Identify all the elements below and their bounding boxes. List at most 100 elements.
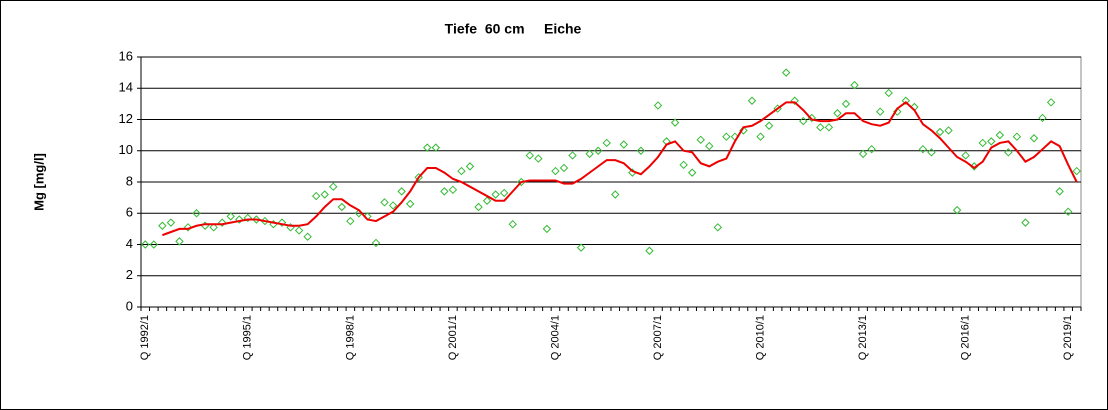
data-point	[474, 202, 483, 212]
data-point	[183, 223, 193, 232]
data-point	[431, 143, 441, 152]
data-point	[576, 243, 586, 252]
data-point	[303, 232, 312, 241]
data-point	[790, 96, 799, 105]
data-point	[841, 99, 851, 109]
y-tick-label: 8	[126, 173, 133, 188]
data-point	[482, 196, 492, 205]
data-point	[593, 146, 603, 155]
data-point	[952, 205, 962, 215]
data-point	[320, 190, 329, 199]
data-point	[1012, 132, 1022, 141]
y-tick-label: 4	[126, 236, 133, 251]
data-point	[525, 151, 535, 160]
data-point	[551, 166, 560, 176]
y-tick-label: 14	[119, 80, 133, 95]
data-point	[1029, 134, 1039, 143]
data-point	[175, 237, 184, 246]
data-point	[491, 190, 500, 199]
data-point	[636, 146, 646, 155]
x-tick-label: Q 2019/1	[1062, 315, 1074, 360]
data-point	[457, 166, 466, 176]
data-point	[867, 144, 876, 154]
data-point	[901, 96, 911, 105]
x-tick-label: Q 2010/1	[754, 315, 766, 360]
data-point	[884, 88, 893, 98]
data-point	[226, 212, 235, 221]
data-point	[833, 109, 842, 118]
data-point	[337, 202, 347, 212]
x-tick-label: Q 2004/1	[549, 315, 561, 360]
data-point	[875, 107, 885, 116]
data-point	[764, 121, 774, 130]
data-point	[380, 198, 389, 207]
trend-line	[162, 101, 1078, 237]
data-point	[987, 137, 996, 146]
data-point	[158, 221, 167, 230]
data-point	[1046, 98, 1056, 107]
data-point	[166, 218, 176, 227]
data-point	[858, 149, 868, 159]
data-point	[816, 123, 825, 132]
data-point	[235, 215, 244, 224]
x-tick-label: Q 1992/1	[139, 315, 151, 360]
data-point	[252, 215, 261, 224]
data-point	[397, 187, 406, 196]
data-point	[799, 116, 808, 126]
data-point	[918, 144, 928, 154]
data-point	[670, 118, 680, 127]
y-axis-label: Mg [mg/l]	[31, 153, 46, 211]
data-point	[1055, 187, 1064, 196]
x-tick-label: Q 1998/1	[344, 315, 356, 360]
data-point	[961, 151, 970, 160]
data-point	[294, 226, 304, 235]
data-point	[329, 182, 338, 191]
data-point	[448, 185, 458, 195]
x-tick-label: Q 2016/1	[960, 315, 972, 360]
y-tick-label: 6	[126, 205, 133, 220]
x-tick-label: Q 2013/1	[857, 315, 869, 360]
data-point	[192, 209, 201, 218]
data-point	[243, 213, 253, 223]
data-point	[927, 148, 936, 157]
data-point	[602, 138, 611, 148]
data-point	[978, 138, 987, 148]
x-tick-label: Q 2007/1	[652, 315, 664, 360]
data-point	[277, 218, 287, 227]
data-point	[217, 218, 227, 227]
data-point	[1038, 113, 1047, 123]
data-point	[653, 101, 663, 110]
data-point	[141, 240, 150, 249]
data-point	[568, 151, 577, 160]
data-point	[713, 223, 723, 232]
data-point	[209, 223, 218, 232]
data-point	[1021, 218, 1030, 227]
data-point	[440, 187, 449, 196]
y-tick-label: 12	[119, 111, 133, 126]
data-point	[944, 126, 953, 135]
chart-title: Tiefe 60 cm Eiche	[445, 21, 582, 37]
data-point	[311, 191, 321, 201]
x-tick-label: Q 1995/1	[242, 315, 254, 360]
data-point	[747, 96, 757, 105]
data-point	[542, 224, 552, 234]
data-point	[534, 154, 543, 163]
data-point	[585, 149, 594, 159]
data-point	[611, 190, 620, 199]
data-point	[687, 168, 697, 177]
data-point	[499, 188, 509, 198]
y-tick-label: 0	[126, 298, 133, 313]
data-point	[388, 201, 398, 210]
data-point	[1063, 207, 1073, 216]
data-point	[346, 216, 355, 226]
data-point	[465, 162, 475, 171]
data-point	[423, 143, 432, 152]
data-point	[705, 141, 714, 151]
data-point	[756, 132, 765, 141]
data-point	[679, 160, 688, 170]
data-point	[559, 163, 569, 173]
data-point	[781, 68, 791, 77]
data-point	[371, 238, 381, 248]
y-tick-label: 2	[126, 267, 133, 282]
